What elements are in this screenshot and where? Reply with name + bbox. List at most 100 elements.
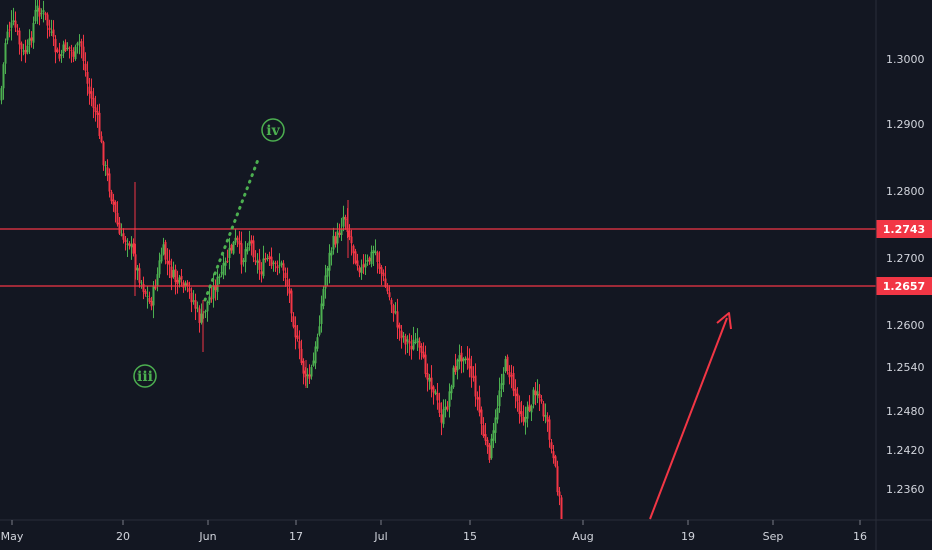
candle-body	[126, 243, 129, 245]
candle-body	[42, 10, 45, 13]
candle-body	[36, 5, 39, 12]
candle-body	[508, 372, 511, 378]
candle-body	[40, 13, 43, 15]
candle-body	[526, 406, 529, 419]
candle-body	[378, 263, 381, 269]
candle-body	[538, 393, 541, 399]
x-tick-label: May	[1, 530, 24, 543]
candle-body	[356, 260, 359, 267]
candle-body	[522, 416, 525, 422]
candle-body	[186, 282, 189, 287]
candle-body	[274, 262, 277, 264]
candle-body	[268, 256, 271, 260]
candle-body	[288, 288, 291, 294]
candle-body	[222, 263, 225, 276]
level-price-label: 1.2743	[883, 223, 925, 236]
candle-body	[308, 374, 311, 379]
candle-body	[306, 374, 309, 377]
candle-body	[280, 262, 283, 266]
candle-body	[322, 289, 325, 307]
candle-body	[46, 14, 49, 26]
candle-body	[38, 7, 41, 17]
candle-body	[16, 30, 19, 32]
candle-body	[544, 414, 547, 418]
x-tick-label: 20	[116, 530, 130, 543]
candle-body	[270, 256, 273, 266]
candle-body	[96, 111, 99, 115]
projection-arrow-head	[716, 312, 732, 330]
candle-body	[130, 244, 133, 248]
candle-body	[484, 434, 487, 441]
candle-body	[302, 360, 305, 374]
candle-body	[558, 491, 561, 497]
candle-body	[446, 406, 449, 410]
candle-body	[276, 266, 279, 269]
candle-body	[106, 167, 109, 176]
level-price-label: 1.2657	[883, 280, 925, 293]
candle-body	[150, 300, 153, 307]
candle-body	[456, 359, 459, 371]
candle-body	[34, 9, 37, 22]
candle-body	[560, 497, 563, 519]
candle-body	[464, 359, 467, 361]
candle-body	[22, 50, 25, 52]
candle-body	[530, 405, 533, 413]
candle-body	[298, 341, 301, 349]
candle-body	[512, 373, 515, 391]
wave-label-circle	[133, 364, 157, 388]
candle-body	[296, 335, 299, 340]
candle-body	[326, 268, 329, 277]
y-tick-label: 1.2540	[886, 361, 925, 374]
candle-body	[90, 91, 93, 99]
candle-body	[78, 41, 81, 43]
level-price-tag	[876, 220, 932, 238]
candle-body	[58, 54, 61, 59]
candle-body	[232, 242, 235, 254]
candle-body	[382, 272, 385, 277]
candle-body	[460, 352, 463, 362]
y-tick-label: 1.2900	[886, 118, 925, 131]
candle-body	[340, 228, 343, 236]
candle-body	[520, 411, 523, 417]
projection-arrow-line[interactable]	[649, 317, 728, 520]
candle-body	[68, 47, 71, 49]
candle-body	[362, 264, 365, 268]
candle-body	[554, 456, 557, 467]
candle-body	[64, 42, 67, 51]
candle-body	[120, 234, 123, 236]
candle-body	[494, 417, 497, 433]
candle-body	[252, 240, 255, 258]
candle-body	[292, 316, 295, 327]
candle-body	[234, 237, 237, 243]
candle-body	[226, 260, 229, 262]
levels-group: 1.2743 1.2657	[0, 220, 932, 295]
candle-body	[228, 247, 231, 258]
candle-body	[324, 275, 327, 289]
candle-body	[210, 298, 213, 300]
candle-body	[264, 258, 267, 260]
candle-body	[472, 376, 475, 378]
candle-body	[92, 97, 95, 108]
price-axis[interactable]: 1.3000 1.2900 1.2800 1.2700 1.2600 1.2540 1.24…	[886, 53, 925, 496]
candle-body	[166, 260, 169, 264]
candle-body	[136, 267, 139, 271]
candle-body	[548, 419, 551, 440]
candle-body	[52, 29, 55, 37]
wave-projection-dotted-line[interactable]	[203, 155, 261, 302]
candle-body	[204, 310, 207, 312]
candle-body	[20, 43, 23, 50]
time-axis[interactable]: May 20 Jun 17 Jul 15 Aug 19 Sep 16	[1, 520, 867, 543]
candle-body	[398, 324, 401, 329]
candle-body	[108, 173, 111, 192]
candle-body	[218, 275, 221, 278]
candle-body	[28, 38, 31, 46]
candle-body	[278, 265, 281, 267]
candle-body	[100, 136, 103, 143]
candle-body	[344, 216, 347, 220]
candle-body	[168, 260, 171, 266]
candle-body	[50, 31, 53, 33]
annotations-group: iv iii	[133, 118, 732, 520]
candle-body	[502, 373, 505, 385]
